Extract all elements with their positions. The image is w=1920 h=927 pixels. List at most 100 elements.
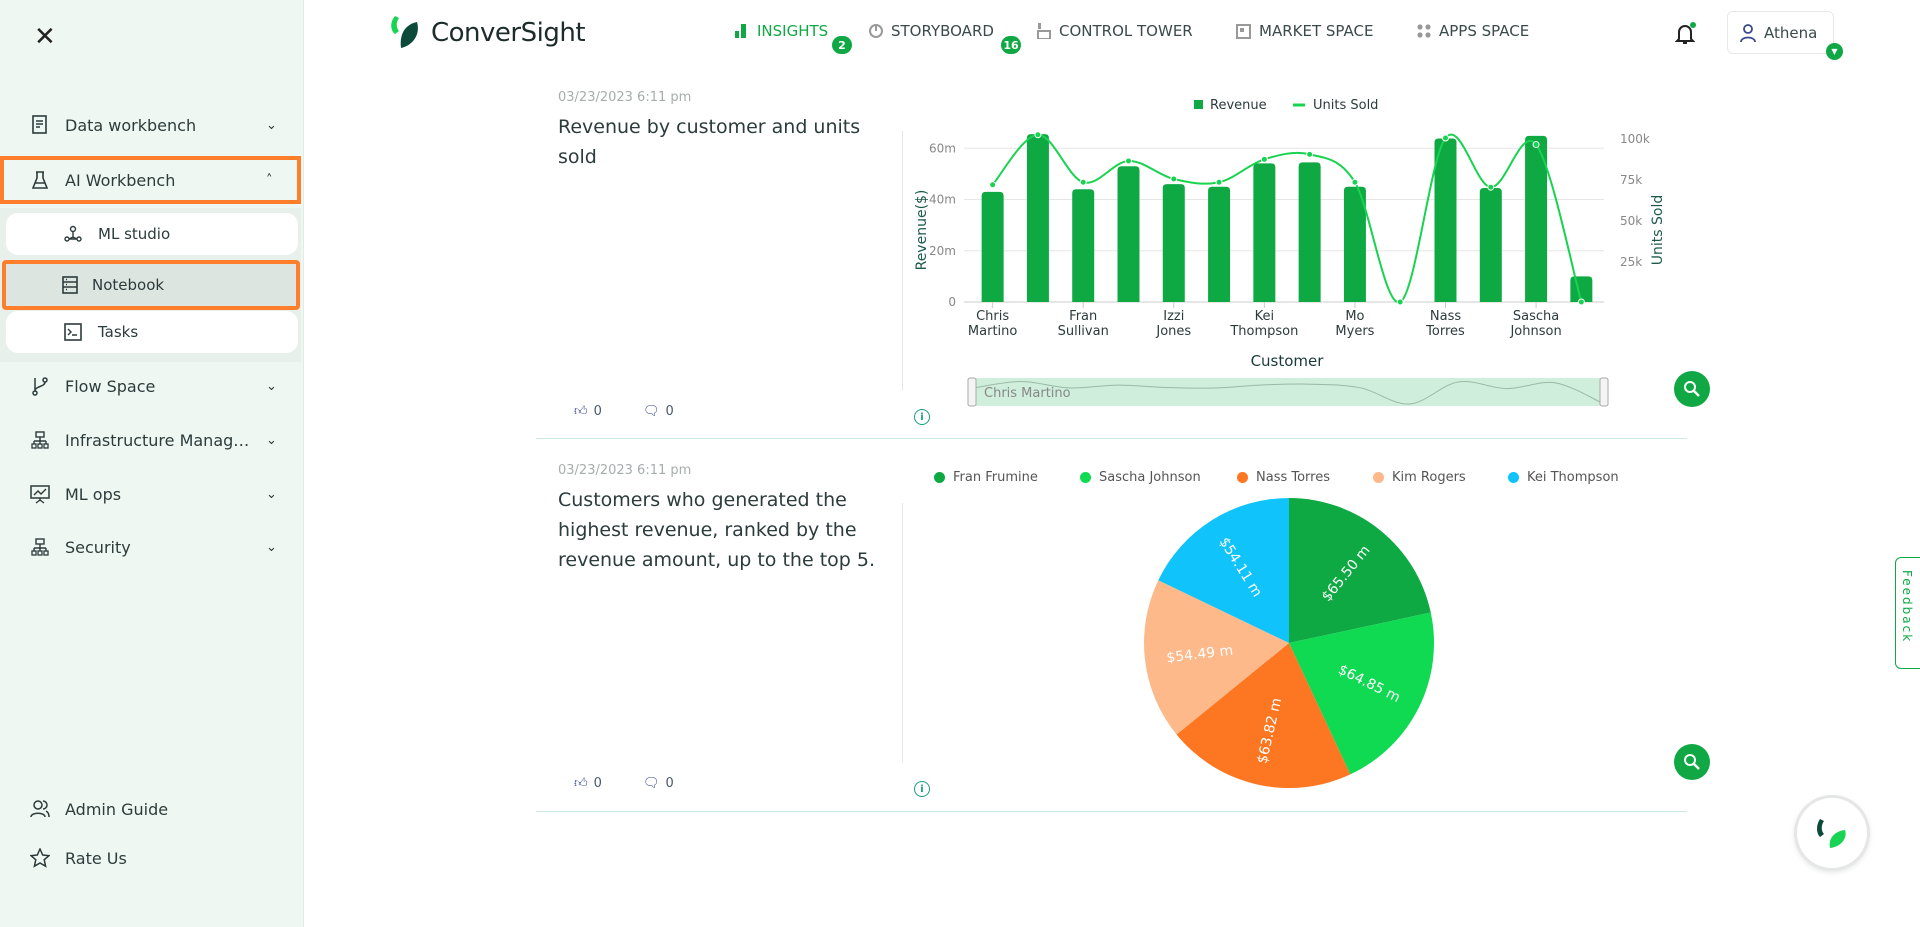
feedback-tab[interactable]: Feedback [1895,557,1920,669]
legend-marker [1373,472,1384,483]
like-button[interactable]: 👍︎ 0 [574,776,602,791]
presentation-chart-icon [30,484,50,504]
user-icon [1740,23,1756,42]
sidebar-item-security[interactable]: Security ⌄ [0,525,301,569]
sidebar-subitem-label: Tasks [98,323,139,341]
legend-item[interactable]: Kim Rogers [1373,470,1466,485]
card-divider [536,811,1687,812]
nav-market-space[interactable]: MARKET SPACE [1236,22,1373,40]
sidebar-item-label: ML ops [65,484,122,504]
user-menu-button[interactable]: Athena ▼ [1727,11,1843,60]
legend-item[interactable]: Nass Torres [1237,470,1330,485]
revenue-bar [1208,186,1231,302]
market-icon [1236,23,1251,39]
y2-tick-label: 25k [1620,255,1642,269]
like-button[interactable]: 👍︎ 0 [574,404,602,419]
x-axis-title: Customer [1251,352,1325,370]
search-icon [1684,754,1700,770]
sidebar-subitem-label: ML studio [98,225,171,243]
y-tick-label: 60m [929,141,956,155]
pie-data-label: $54.49 m [1166,643,1234,667]
top-header: ConverSight INSIGHTS 2 STORYBOARD 16 CON… [304,0,1920,70]
chevron-down-icon: ⌄ [266,486,277,502]
sidebar-item-flow-space[interactable]: Flow Space ⌄ [0,364,301,408]
y2-tick-label: 100k [1620,132,1650,146]
nav-insights[interactable]: INSIGHTS [735,22,828,40]
navigator-handle [1599,377,1609,407]
nav-control-tower[interactable]: CONTROL TOWER [1037,22,1193,40]
zoom-chart-button[interactable] [1674,744,1710,780]
notifications-button[interactable] [1674,22,1697,50]
sidebar-subitem-tasks[interactable]: Tasks [6,311,298,353]
nav-apps-space[interactable]: APPS SPACE [1417,22,1529,40]
revenue-bar [1479,187,1502,302]
sidebar-item-data-workbench[interactable]: Data workbench ⌄ [0,103,301,147]
dashboard-gauge-icon [869,24,883,38]
x-tick-label: Kei Thompson [1229,309,1298,339]
divider [902,131,903,390]
nav-label: INSIGHTS [757,22,829,40]
sidebar-rate-us[interactable]: Rate Us [0,836,301,880]
sidebar-subitem-ml-studio[interactable]: ML studio [6,213,298,255]
divider [902,503,903,762]
sidebar-subitem-notebook[interactable]: Notebook [2,260,300,310]
chat-assistant-button[interactable] [1797,798,1867,868]
legend-label: Kim Rogers [1392,470,1466,485]
y2-tick-label: 50k [1620,214,1642,228]
thumbs-up-icon: 👍︎ [574,404,588,419]
legend-units-label: Units Sold [1313,98,1378,113]
close-sidebar-button[interactable]: ✕ [34,22,56,52]
x-tick-label: Chris Martino [968,309,1017,339]
units-sold-point [1351,178,1359,186]
units-sold-point [1125,157,1132,165]
navigator-range [972,378,1604,406]
sidebar-item-ml-ops[interactable]: ML ops ⌄ [0,472,301,516]
units-sold-point [1487,183,1495,191]
revenue-bar [1298,162,1321,302]
revenue-bar [1026,134,1049,302]
comment-icon: 🗨︎ [643,404,660,419]
ai-workbench-submenu: ML studio Notebook Tasks [0,208,301,362]
sidebar-admin-guide[interactable]: Admin Guide [0,787,301,831]
network-icon [30,430,50,450]
nodes-icon [64,225,82,243]
logo-text: ConverSight [431,18,586,48]
legend-marker [1508,472,1519,483]
flask-icon [30,170,50,190]
info-icon[interactable]: i [914,781,930,797]
revenue-bar [1525,135,1548,302]
revenue-bar [1117,166,1140,302]
y-tick-label: 20m [929,244,956,258]
navigator-label: Chris Martino [984,386,1071,401]
sidebar-subitem-label: Notebook [92,276,165,294]
conversight-logo[interactable]: ConverSight [389,14,586,52]
chevron-down-icon: ⌄ [266,378,277,394]
nav-label: CONTROL TOWER [1059,22,1193,40]
legend-item[interactable]: Sascha Johnson [1080,470,1201,485]
data-workbench-icon [30,115,50,135]
units-sold-point [989,181,997,189]
units-sold-point [1215,178,1223,186]
zoom-chart-button[interactable] [1674,371,1710,407]
nav-storyboard[interactable]: STORYBOARD [869,22,994,40]
storyboard-badge: 16 [1001,36,1021,54]
comment-button[interactable]: 🗨︎ 0 [643,404,674,419]
chevron-up-icon: ˄ [266,172,273,188]
revenue-bar [1253,163,1276,302]
comment-count: 0 [665,776,674,791]
card-title: Customers who generated the highest reve… [558,489,875,571]
legend-marker [1237,472,1248,483]
card-date: 03/23/2023 6:11 pm [558,90,692,105]
legend-label: Nass Torres [1256,470,1331,485]
revenue-bar [1072,189,1095,302]
legend-item[interactable]: Kei Thompson [1508,470,1619,485]
y2-axis-title: Units Sold [1650,195,1666,265]
legend-item[interactable]: Fran Frumine [934,470,1038,485]
sidebar-item-ai-workbench[interactable]: AI Workbench ˄ [0,156,301,204]
caret-down-icon: ▼ [1826,43,1843,60]
y2-tick-label: 75k [1620,173,1642,187]
comment-button[interactable]: 🗨︎ 0 [643,776,674,791]
info-icon[interactable]: i [914,409,930,425]
sidebar-item-infrastructure-management[interactable]: Infrastructure Management ⌄ [0,418,301,462]
units-sold-point [1260,155,1268,163]
